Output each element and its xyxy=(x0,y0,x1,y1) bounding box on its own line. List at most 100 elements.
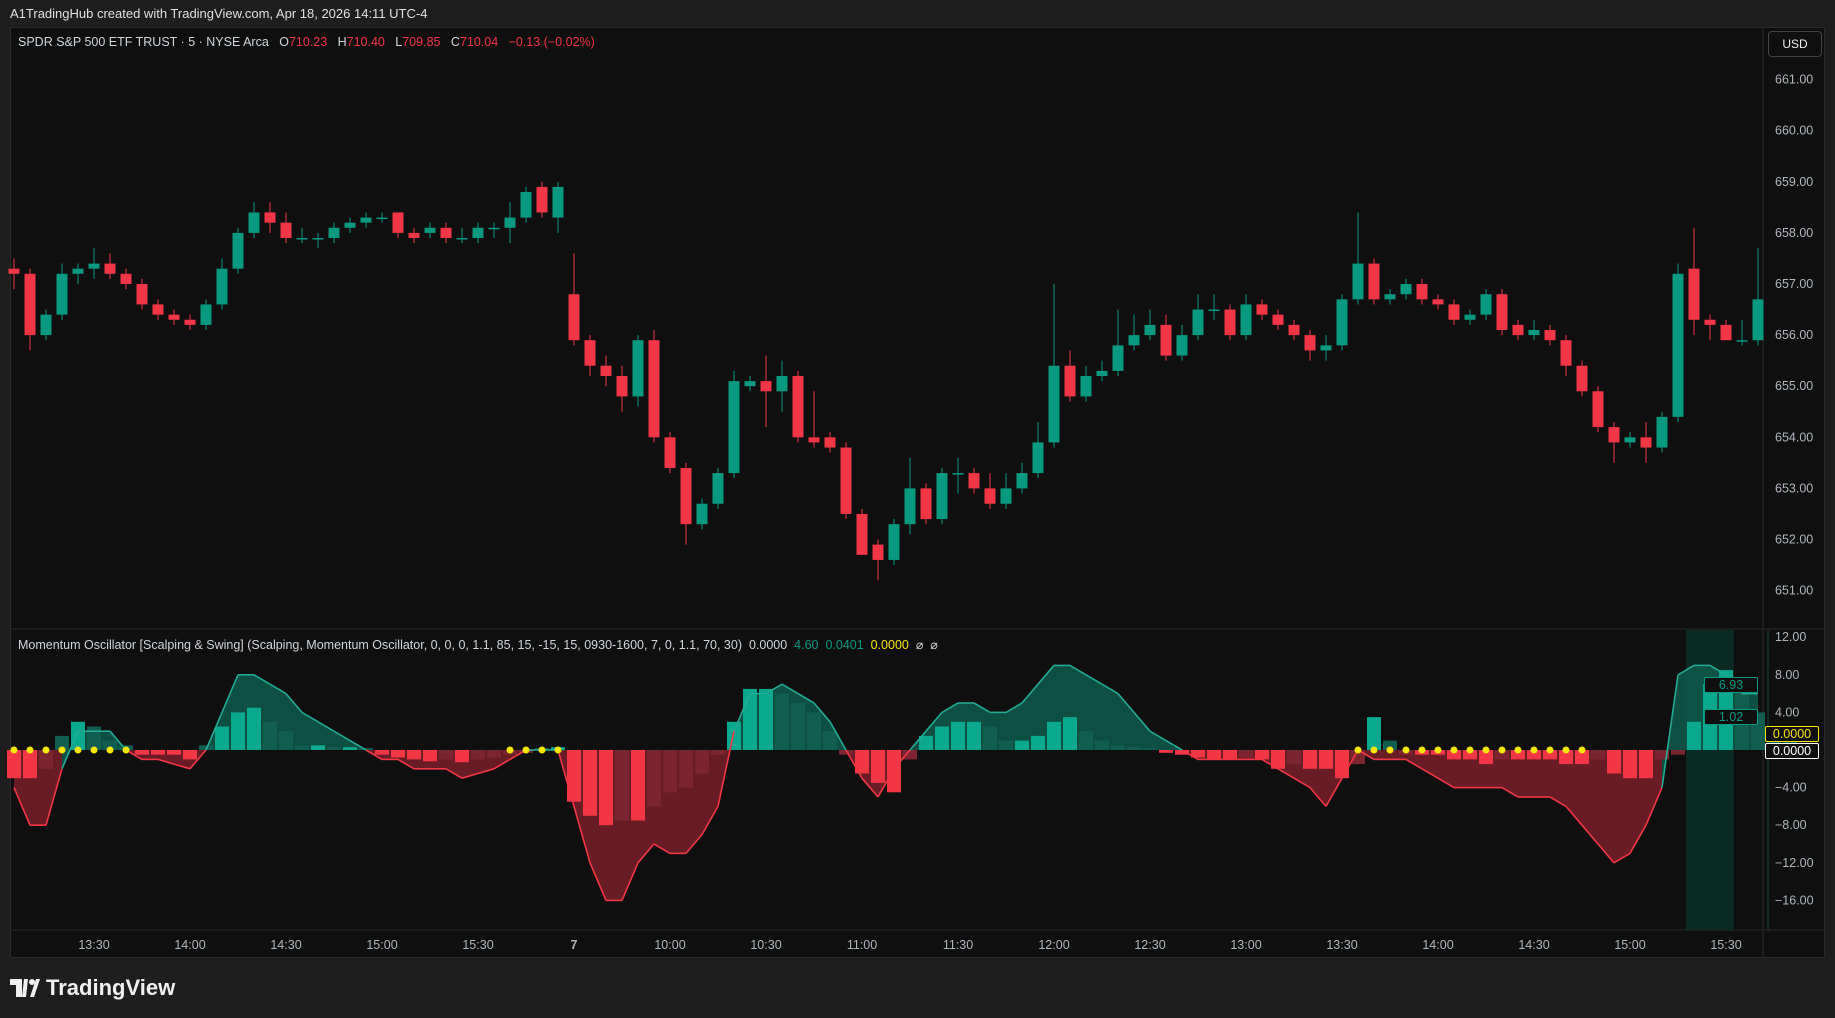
osc-line-segment xyxy=(1021,683,1039,704)
osc-line-segment xyxy=(573,806,591,864)
time-tick-label: 11:00 xyxy=(847,938,877,952)
histogram-bar xyxy=(1255,750,1269,760)
candle-body xyxy=(296,238,308,240)
histogram-bar xyxy=(743,688,757,750)
time-tick-label: 14:30 xyxy=(270,938,301,952)
osc-line-segment xyxy=(925,711,943,732)
zero-signal-dot xyxy=(1434,746,1442,754)
osc-line-segment xyxy=(637,843,655,864)
candle-body xyxy=(1320,345,1332,351)
histogram-bar xyxy=(1047,721,1061,750)
osc-line-segment xyxy=(61,730,79,770)
histogram-bar xyxy=(1191,750,1205,758)
histogram-bar xyxy=(1511,750,1525,760)
histogram-bar xyxy=(231,712,245,750)
osc-area-segment xyxy=(1422,750,1438,779)
candle-body xyxy=(1064,365,1076,397)
candle-body xyxy=(1432,299,1444,305)
histogram-bar xyxy=(1575,750,1589,765)
osc-line-segment xyxy=(1405,758,1423,770)
osc-line-segment xyxy=(1661,674,1679,788)
low-label: L xyxy=(395,35,403,49)
candle-body xyxy=(552,186,564,218)
osc-area-segment xyxy=(1502,750,1518,797)
histogram-bar xyxy=(599,750,613,826)
histogram-bar xyxy=(247,707,261,750)
histogram-bar xyxy=(1335,750,1349,779)
candle-body xyxy=(1592,391,1604,428)
zero-signal-dot xyxy=(1482,746,1490,754)
indicator-value-5: ⌀ xyxy=(915,638,924,652)
indicator-title: Momentum Oscillator [Scalping & Swing] (… xyxy=(18,638,742,652)
candle-body xyxy=(1144,324,1156,336)
histogram-bar xyxy=(711,750,725,755)
candle-body xyxy=(392,212,404,233)
osc-tag-3: 0.0000 xyxy=(1765,726,1819,742)
zero-signal-dot xyxy=(42,746,50,754)
candle-body xyxy=(1640,437,1652,448)
histogram-bar xyxy=(1127,747,1141,750)
histogram-bar xyxy=(1479,750,1493,765)
candle-body xyxy=(792,375,804,438)
osc-line-segment xyxy=(1421,768,1439,779)
candle-body xyxy=(1672,273,1684,417)
time-tick-label: 12:00 xyxy=(1038,938,1069,952)
histogram-bar xyxy=(1287,750,1301,765)
candle-body xyxy=(488,227,500,230)
osc-tag-1: 6.93 xyxy=(1704,677,1758,693)
candle-body xyxy=(648,340,660,438)
osc-line-segment xyxy=(253,674,271,685)
histogram-bar xyxy=(583,750,597,816)
histogram-bar xyxy=(855,750,869,774)
zero-signal-dot xyxy=(1418,746,1426,754)
candle-body xyxy=(1704,319,1716,325)
osc-line-segment xyxy=(173,763,191,770)
candle-body xyxy=(248,212,260,233)
currency-button[interactable]: USD xyxy=(1768,31,1822,57)
osc-line-segment xyxy=(1069,664,1087,676)
osc-area-segment xyxy=(1534,750,1550,797)
histogram-bar xyxy=(279,731,293,750)
histogram-bar xyxy=(1543,750,1557,760)
candle-body xyxy=(1352,263,1364,300)
time-tick-label: 10:00 xyxy=(654,938,685,952)
candle-body xyxy=(1048,365,1060,443)
tradingview-logo[interactable]: TradingView xyxy=(10,975,175,1001)
osc-line-segment xyxy=(701,806,719,835)
histogram-bar xyxy=(1495,750,1509,760)
osc-line-segment xyxy=(765,683,783,695)
histogram-bar xyxy=(375,750,389,755)
histogram-bar xyxy=(1319,750,1333,769)
histogram-bar xyxy=(1655,750,1669,760)
histogram-bar xyxy=(295,745,309,750)
zero-signal-dot xyxy=(1498,746,1506,754)
symbol-legend[interactable]: SPDR S&P 500 ETF TRUST · 5 · NYSE Arca O… xyxy=(18,35,595,49)
indicator-legend[interactable]: Momentum Oscillator [Scalping & Swing] (… xyxy=(18,637,938,652)
histogram-bar xyxy=(487,750,501,758)
histogram-bar xyxy=(71,721,85,750)
histogram-bar xyxy=(359,748,373,750)
symbol-name: SPDR S&P 500 ETF TRUST · 5 · NYSE Arca xyxy=(18,35,269,49)
time-tick-label: 15:30 xyxy=(1710,938,1741,952)
candle-body xyxy=(1192,309,1204,336)
osc-line-segment xyxy=(1165,739,1183,751)
candle-body xyxy=(184,319,196,325)
price-tick-label: 653.00 xyxy=(1775,481,1813,495)
time-tick-label: 14:00 xyxy=(1422,938,1453,952)
histogram-bar xyxy=(1223,750,1237,760)
candle-body xyxy=(1528,329,1540,336)
candle-body xyxy=(56,273,68,315)
histogram-bar xyxy=(1175,750,1189,755)
price-tick-label: 656.00 xyxy=(1775,328,1813,342)
zero-signal-dot xyxy=(10,746,18,754)
histogram-bar xyxy=(871,750,885,783)
osc-line-segment xyxy=(285,693,303,713)
candle-body xyxy=(584,340,596,366)
zero-signal-dot xyxy=(1562,746,1570,754)
osc-line-segment xyxy=(1261,758,1279,770)
osc-line-segment xyxy=(205,712,223,751)
chart-frame[interactable] xyxy=(10,27,1825,958)
candle-body xyxy=(856,513,868,555)
histogram-bar xyxy=(103,740,117,750)
